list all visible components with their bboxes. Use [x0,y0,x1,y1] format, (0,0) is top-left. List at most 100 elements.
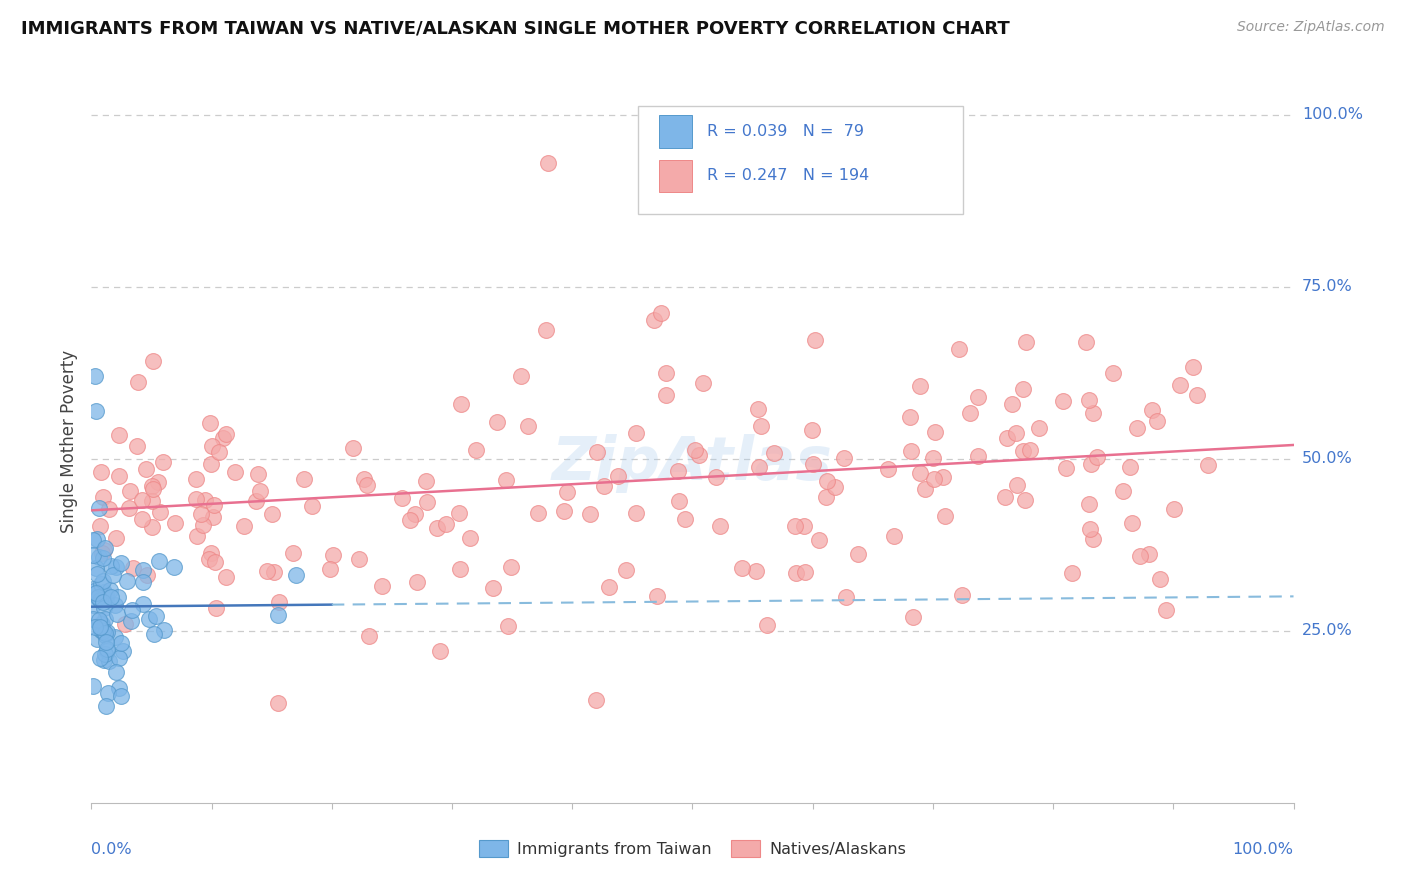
Point [1005,425,1028,440]
Point [347,552,370,566]
Point [914,483,936,497]
Point [96,643,118,657]
Point [142,354,165,368]
Point [132,563,155,577]
Text: 75.0%: 75.0% [1302,279,1353,294]
Point [666,464,689,478]
Point [103,630,125,644]
Point [803,334,825,348]
Text: 0.0%: 0.0% [91,842,132,856]
Point [136,567,159,582]
Point [593,479,616,493]
Point [1119,460,1142,475]
Point [101,567,124,582]
Point [862,190,884,204]
Point [96,642,118,657]
Point [131,493,153,508]
Point [141,482,163,496]
Point [921,450,943,465]
Point [1198,458,1220,472]
Point [108,650,131,665]
Point [801,423,824,437]
Point [204,498,226,512]
Point [322,548,344,562]
Point [730,561,752,575]
Point [91,574,114,589]
Text: 100.0%: 100.0% [1302,107,1362,122]
Point [801,457,824,471]
Point [1074,334,1097,349]
Point [86,632,108,647]
Point [212,431,235,445]
Point [1015,334,1038,349]
Point [90,624,112,638]
Point [832,451,855,466]
Point [932,470,955,484]
Point [100,590,122,604]
Point [1028,421,1050,435]
Point [1012,444,1035,458]
Point [93,551,115,566]
Point [509,369,531,384]
Point [91,594,114,608]
Point [135,461,157,475]
Point [399,513,422,527]
Point [98,502,121,516]
Point [83,583,105,598]
Point [152,455,174,469]
Point [1005,477,1028,491]
Point [808,533,831,547]
Point [517,418,540,433]
Point [495,473,517,487]
Point [121,603,143,617]
Point [1081,532,1104,546]
Point [224,466,246,480]
Point [110,636,132,650]
Point [97,686,120,700]
Point [93,653,115,667]
Point [900,444,922,458]
Point [163,560,186,574]
Point [762,446,785,460]
Point [90,465,112,479]
Point [534,323,557,337]
Point [1085,450,1108,465]
Point [200,545,222,559]
Point [115,574,138,589]
Point [688,449,710,463]
Point [215,570,238,584]
Point [1018,443,1040,458]
Point [709,519,731,533]
Point [357,629,380,643]
Point [105,607,128,622]
Point [215,427,238,442]
Point [704,470,727,484]
Point [586,444,609,458]
Point [371,579,394,593]
Point [138,612,160,626]
Point [233,518,256,533]
Text: Source: ZipAtlas.com: Source: ZipAtlas.com [1237,20,1385,34]
Point [434,517,457,532]
Point [1080,457,1102,471]
Point [404,508,426,522]
Point [1056,461,1078,475]
Point [692,376,714,390]
Text: R = 0.247   N = 194: R = 0.247 N = 194 [707,169,869,184]
Point [283,546,305,560]
Point [908,378,931,392]
Point [93,585,115,599]
Point [96,592,118,607]
Point [93,490,115,504]
Point [90,546,112,560]
Point [673,512,696,526]
Text: 50.0%: 50.0% [1302,451,1353,467]
Point [153,624,176,638]
Point [450,397,472,411]
Point [262,508,284,522]
Point [1126,421,1149,435]
Point [745,564,768,578]
Point [263,565,285,579]
Point [747,402,769,417]
FancyBboxPatch shape [638,105,963,214]
